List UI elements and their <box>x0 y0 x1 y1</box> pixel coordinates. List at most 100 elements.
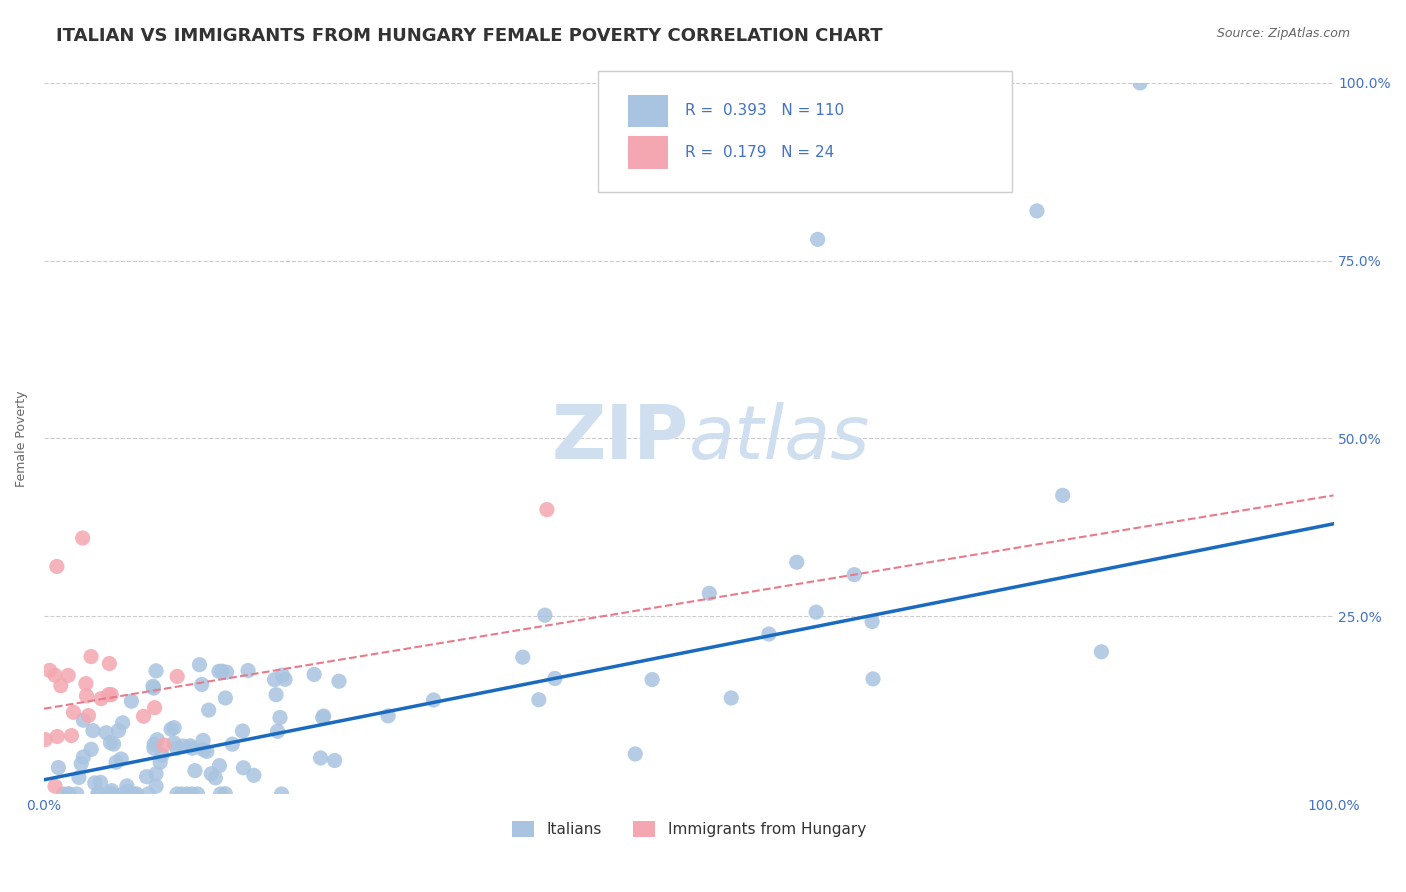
Point <box>66 787 89 801</box>
Point <box>264 688 287 702</box>
Point <box>271 668 294 682</box>
Point <box>80 742 103 756</box>
Point <box>527 692 550 706</box>
Point <box>166 741 188 756</box>
Point <box>197 703 219 717</box>
Point <box>184 764 207 778</box>
Point <box>544 672 567 686</box>
Point <box>97 688 120 702</box>
Point <box>98 657 121 671</box>
Point <box>75 676 97 690</box>
Point <box>221 737 243 751</box>
Point <box>624 747 647 761</box>
Point <box>208 665 231 679</box>
Point <box>132 709 155 723</box>
Point <box>208 758 231 772</box>
Point <box>844 567 866 582</box>
Text: R =  0.393   N = 110: R = 0.393 N = 110 <box>685 103 844 118</box>
Point <box>200 766 222 780</box>
Point <box>266 724 288 739</box>
Point <box>145 664 167 678</box>
Point <box>100 783 122 797</box>
Point <box>97 787 120 801</box>
Point <box>215 665 238 680</box>
Point <box>143 738 166 752</box>
Point <box>38 664 60 678</box>
Point <box>269 710 291 724</box>
Point <box>145 779 167 793</box>
Point <box>45 559 67 574</box>
Point <box>236 664 259 678</box>
Point <box>58 787 80 801</box>
Point <box>180 787 202 801</box>
Point <box>204 771 226 785</box>
Text: ZIP: ZIP <box>551 402 689 475</box>
Point <box>150 748 173 763</box>
Point <box>103 737 125 751</box>
Point <box>115 779 138 793</box>
Point <box>62 706 84 720</box>
Text: ITALIAN VS IMMIGRANTS FROM HUNGARY FEMALE POVERTY CORRELATION CHART: ITALIAN VS IMMIGRANTS FROM HUNGARY FEMAL… <box>56 27 883 45</box>
Point <box>135 770 157 784</box>
Point <box>312 709 335 723</box>
Point <box>263 673 285 687</box>
Point <box>176 787 198 801</box>
Point <box>862 672 884 686</box>
Point <box>112 787 135 801</box>
Point <box>105 756 128 770</box>
Point <box>89 775 111 789</box>
Point <box>87 787 110 801</box>
Text: atlas: atlas <box>689 402 870 475</box>
Point <box>111 715 134 730</box>
Point <box>214 787 236 801</box>
Point <box>163 721 186 735</box>
Point <box>82 723 104 738</box>
Point <box>100 688 122 702</box>
Point <box>72 750 94 764</box>
Text: R =  0.179   N = 24: R = 0.179 N = 24 <box>685 145 834 160</box>
Point <box>166 787 188 801</box>
Point <box>209 787 232 801</box>
Point <box>1052 488 1074 502</box>
Legend: Italians, Immigrants from Hungary: Italians, Immigrants from Hungary <box>505 815 872 843</box>
Point <box>190 677 212 691</box>
Point <box>87 787 110 801</box>
Point <box>44 779 66 793</box>
Point <box>83 776 105 790</box>
Point <box>786 555 808 569</box>
Point <box>534 608 557 623</box>
Point <box>323 754 346 768</box>
Point <box>143 700 166 714</box>
Point <box>90 691 112 706</box>
Point <box>720 690 742 705</box>
Point <box>187 787 209 801</box>
Point <box>1090 645 1112 659</box>
Point <box>143 741 166 756</box>
Point <box>807 232 830 246</box>
Point <box>120 694 142 708</box>
Point <box>101 787 124 801</box>
Y-axis label: Female Poverty: Female Poverty <box>15 390 28 487</box>
Point <box>117 784 139 798</box>
Point <box>1025 203 1047 218</box>
Point <box>142 681 165 695</box>
Point <box>188 657 211 672</box>
Point <box>110 752 132 766</box>
Point <box>142 679 165 693</box>
Point <box>67 771 90 785</box>
Point <box>166 669 188 683</box>
Point <box>60 729 83 743</box>
Point <box>70 756 93 771</box>
Point <box>72 713 94 727</box>
Point <box>243 768 266 782</box>
Point <box>49 679 72 693</box>
Point <box>96 725 118 739</box>
Point <box>46 730 69 744</box>
Point <box>641 673 664 687</box>
Point <box>77 708 100 723</box>
Point <box>274 673 297 687</box>
Point <box>146 732 169 747</box>
Point <box>34 732 56 747</box>
Point <box>270 787 292 801</box>
Point <box>58 787 80 801</box>
